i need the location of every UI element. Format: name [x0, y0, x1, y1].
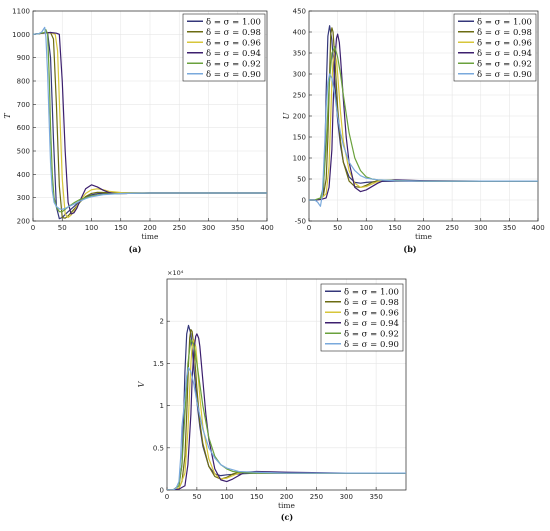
- legend-label: δ = σ = 0.92: [344, 329, 399, 339]
- legend-label: δ = σ = 0.92: [477, 59, 532, 69]
- x-tick-label: 350: [231, 224, 244, 232]
- legend-label: δ = σ = 0.96: [477, 38, 532, 48]
- x-tick-label: 100: [220, 493, 233, 501]
- x-tick-label: 150: [388, 224, 401, 232]
- x-tick-label: 100: [360, 224, 373, 232]
- x-tick-label: 350: [369, 493, 382, 501]
- x-tick-label: 200: [417, 224, 430, 232]
- y-tick-label: -50: [295, 218, 306, 226]
- y-axis-label: U: [282, 112, 291, 119]
- y-tick-label: 300: [293, 71, 306, 79]
- y-tick-label: 2: [160, 318, 164, 326]
- x-tick-label: 350: [503, 224, 516, 232]
- x-tick-label: 200: [143, 224, 156, 232]
- y-tick-label: 700: [17, 101, 30, 109]
- chart-panel-1: 0 50 100 150 200 250 300 350 400-500501001502002…: [282, 8, 545, 255]
- legend-label: δ = σ = 0.90: [206, 70, 261, 80]
- x-tick-label: 200: [280, 493, 293, 501]
- y-tick-label: 350: [293, 50, 306, 58]
- legend-label: δ = σ = 0.92: [206, 59, 261, 69]
- series-line-5: [309, 73, 538, 207]
- x-tick-label: 400: [260, 224, 273, 232]
- panel-caption: (c): [281, 512, 294, 522]
- y-tick-label: 1.5: [153, 360, 164, 368]
- x-axis-label: time: [142, 232, 160, 241]
- series-line-5: [167, 367, 406, 490]
- y-tick-label: 600: [17, 124, 30, 132]
- legend-label: δ = σ = 0.98: [477, 28, 532, 38]
- y-tick-label: 800: [17, 78, 30, 86]
- legend-label: δ = σ = 0.90: [477, 70, 532, 80]
- x-tick-label: 150: [114, 224, 127, 232]
- panel-caption: (b): [403, 244, 416, 254]
- legend-label: δ = σ = 1.00: [344, 287, 399, 297]
- y-tick-label: 0.5: [153, 444, 164, 452]
- y-exponent-label: ×10⁴: [167, 269, 184, 277]
- x-tick-label: 0: [165, 493, 169, 501]
- x-tick-label: 300: [202, 224, 215, 232]
- legend-label: δ = σ = 0.96: [206, 38, 261, 48]
- legend-label: δ = σ = 0.96: [344, 308, 399, 318]
- legend-box: [320, 283, 404, 352]
- y-tick-label: 1000: [12, 31, 30, 39]
- y-tick-label: 900: [17, 54, 30, 62]
- x-tick-label: 250: [310, 493, 323, 501]
- x-tick-label: 150: [250, 493, 263, 501]
- y-axis-label: V: [137, 380, 146, 387]
- y-tick-label: 1: [160, 402, 164, 410]
- legend-label: δ = σ = 0.98: [206, 28, 261, 38]
- chart-panel-0: 0 50 100 150 200 250 300 350 400 200 300 400 500 600 7…: [3, 8, 274, 255]
- x-tick-label: 50: [333, 224, 342, 232]
- legend-label: δ = σ = 0.98: [344, 298, 399, 308]
- legend-label: δ = σ = 0.94: [477, 49, 532, 59]
- y-tick-label: 300: [17, 194, 30, 202]
- y-axis-label: T: [3, 113, 12, 119]
- x-tick-label: 50: [192, 493, 201, 501]
- y-tick-label: 0: [160, 487, 164, 495]
- legend-box: [182, 13, 266, 82]
- series-line-5: [33, 26, 267, 210]
- legend-label: δ = σ = 1.00: [477, 17, 532, 27]
- x-tick-label: 250: [445, 224, 458, 232]
- y-tick-label: 450: [293, 8, 306, 16]
- y-tick-label: 200: [293, 113, 306, 121]
- x-tick-label: 300: [474, 224, 487, 232]
- legend-label: δ = σ = 0.94: [344, 319, 399, 329]
- y-tick-label: 150: [293, 134, 306, 142]
- x-tick-label: 250: [173, 224, 186, 232]
- y-tick-label: 0: [302, 197, 306, 205]
- x-tick-label: 300: [340, 493, 353, 501]
- legend-label: δ = σ = 0.90: [344, 340, 399, 350]
- x-tick-label: 0: [31, 224, 35, 232]
- y-tick-label: 500: [17, 148, 30, 156]
- x-tick-label: 100: [85, 224, 98, 232]
- y-tick-label: 400: [17, 171, 30, 179]
- chart-panel-2: 0 50 100 150 200 250 300 350 0 0.5 1 1.5 2 ×10⁴ time Vδ…: [137, 269, 407, 522]
- y-tick-label: 1100: [12, 8, 30, 16]
- panel-caption: (a): [129, 244, 142, 254]
- y-tick-label: 50: [297, 176, 306, 184]
- legend-box: [453, 13, 537, 82]
- series-line-4: [167, 339, 406, 490]
- x-tick-label: 400: [531, 224, 544, 232]
- x-axis-label: time: [415, 232, 433, 241]
- x-tick-label: 0: [307, 224, 311, 232]
- y-tick-label: 100: [293, 155, 306, 163]
- y-tick-label: 200: [17, 218, 30, 226]
- x-tick-label: 50: [58, 224, 67, 232]
- legend-label: δ = σ = 1.00: [206, 17, 261, 27]
- legend-label: δ = σ = 0.94: [206, 49, 261, 59]
- x-axis-label: time: [278, 501, 296, 510]
- y-tick-label: 400: [293, 29, 306, 37]
- y-tick-label: 250: [293, 92, 306, 100]
